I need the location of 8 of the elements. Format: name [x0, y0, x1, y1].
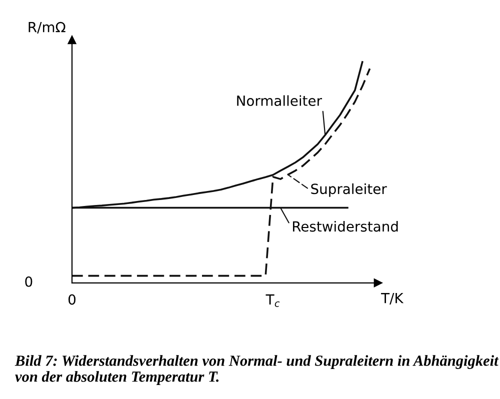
series-label: Normalleiter	[237, 95, 322, 106]
text: 0	[25, 276, 32, 287]
legend-label: Restwiderstand	[293, 220, 398, 232]
x-tick-label: T$_{c}$	[266, 294, 280, 307]
x-axis-title: T/K	[381, 293, 404, 304]
text: Bild 7: Widerstandsverhalten von Normal- und Supraleitern in Abhängigkeit von der absoluten Temperatur T.	[14, 355, 499, 385]
legend-label: Supraleiter	[311, 183, 387, 197]
y-axis-title: R/mΩ	[28, 22, 66, 34]
